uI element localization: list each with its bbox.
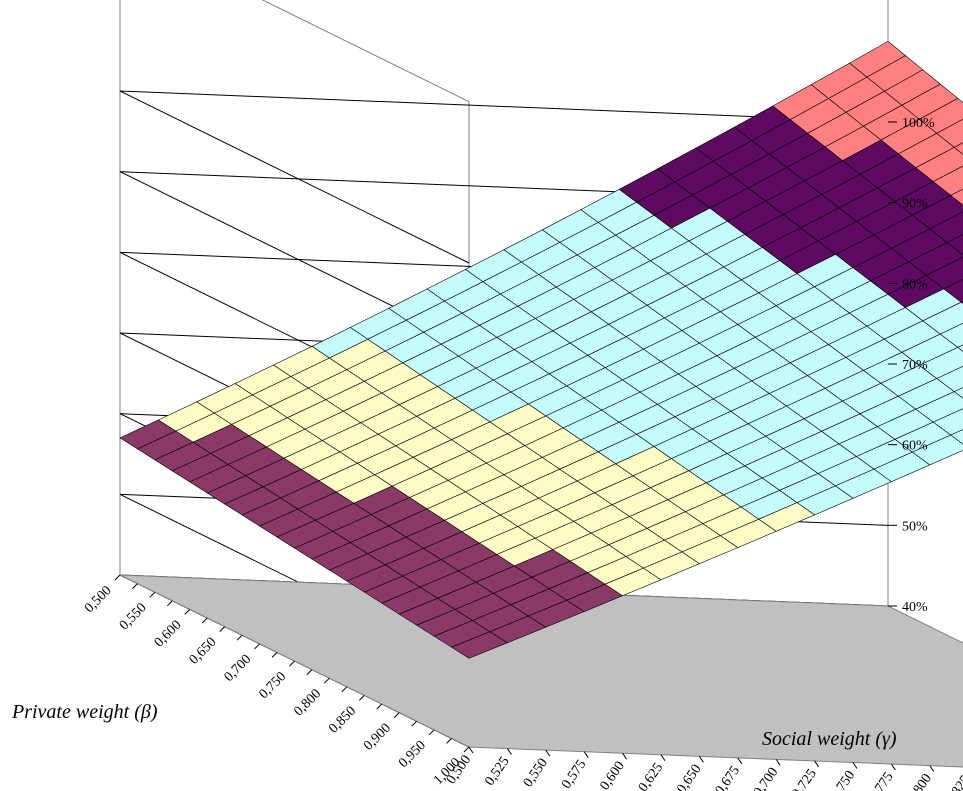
z-tick-label: 80%: [902, 277, 928, 292]
x-tick-mark: [546, 750, 550, 756]
y-tick-label: 0,500: [82, 583, 115, 616]
y-tick-mark: [377, 704, 382, 709]
y-tick-label: 0,950: [396, 738, 429, 771]
y-tick-label: 0,550: [117, 600, 150, 633]
z-tick-label: 40%: [902, 600, 928, 615]
y-tick-mark: [202, 618, 207, 623]
y-tick-mark: [464, 747, 469, 752]
x-tick-mark: [930, 766, 934, 772]
y-tick-mark: [115, 575, 120, 580]
x-tick-label: 0,700: [751, 765, 781, 791]
y-tick-mark: [429, 730, 434, 735]
surface-mesh: [120, 41, 963, 658]
x-tick-label: 0,550: [521, 756, 551, 790]
y-tick-mark: [255, 644, 260, 649]
x-tick-mark: [584, 752, 588, 758]
x-tick-label: 0,625: [636, 760, 666, 791]
z-tick-label: 50%: [902, 519, 928, 534]
y-tick-label: 0,750: [256, 669, 289, 702]
y-tick-mark: [324, 678, 329, 683]
y-tick-label: 0,900: [361, 721, 394, 754]
x-tick-label: 0,800: [905, 771, 935, 791]
y-tick-label: 0,700: [222, 652, 255, 685]
y-tick-mark: [185, 609, 190, 614]
x-axis-title: Social weight (γ): [762, 728, 897, 750]
x-tick-mark: [738, 758, 742, 764]
y-tick-mark: [220, 627, 225, 632]
x-tick-mark: [623, 753, 627, 759]
z-tick-label: 100%: [902, 116, 935, 131]
y-tick-mark: [150, 592, 155, 597]
y-tick-label: 0,800: [291, 686, 324, 719]
y-tick-mark: [167, 601, 172, 606]
x-tick-label: 0,675: [713, 764, 743, 791]
x-tick-mark: [891, 764, 895, 770]
x-tick-mark: [507, 749, 511, 755]
y-tick-mark: [132, 584, 137, 589]
x-tick-mark: [815, 761, 819, 767]
x-tick-mark: [661, 755, 665, 761]
y-tick-label: 0,600: [152, 618, 185, 651]
z-tick-label: 60%: [902, 439, 928, 454]
y-tick-mark: [412, 721, 417, 726]
y-tick-mark: [237, 635, 242, 640]
x-tick-mark: [853, 763, 857, 769]
z-tick-label: 70%: [902, 358, 928, 373]
wall-top: [120, 0, 888, 102]
x-tick-mark: [469, 747, 473, 753]
y-tick-label: 0,650: [187, 635, 220, 668]
x-tick-label: 0,575: [559, 757, 589, 791]
y-tick-mark: [394, 713, 399, 718]
x-tick-label: 0,525: [482, 754, 512, 788]
x-tick-label: 0,750: [828, 768, 858, 791]
x-tick-mark: [699, 756, 703, 762]
y-tick-mark: [290, 661, 295, 666]
y-tick-mark: [447, 738, 452, 743]
x-tick-label: 0,650: [674, 762, 704, 791]
x-tick-label: 0,600: [598, 759, 628, 791]
y-tick-mark: [307, 670, 312, 675]
y-tick-mark: [272, 652, 277, 657]
y-tick-label: 0,850: [326, 704, 359, 737]
y-tick-mark: [342, 687, 347, 692]
x-tick-label: 0,725: [790, 767, 820, 791]
y-axis-title: Private weight (β): [11, 701, 158, 723]
y-tick-mark: [359, 695, 364, 700]
x-tick-label: 0,775: [866, 770, 896, 791]
z-tick-label: 90%: [902, 197, 928, 212]
x-tick-mark: [776, 759, 780, 765]
x-tick-label: 0,825: [943, 773, 963, 791]
